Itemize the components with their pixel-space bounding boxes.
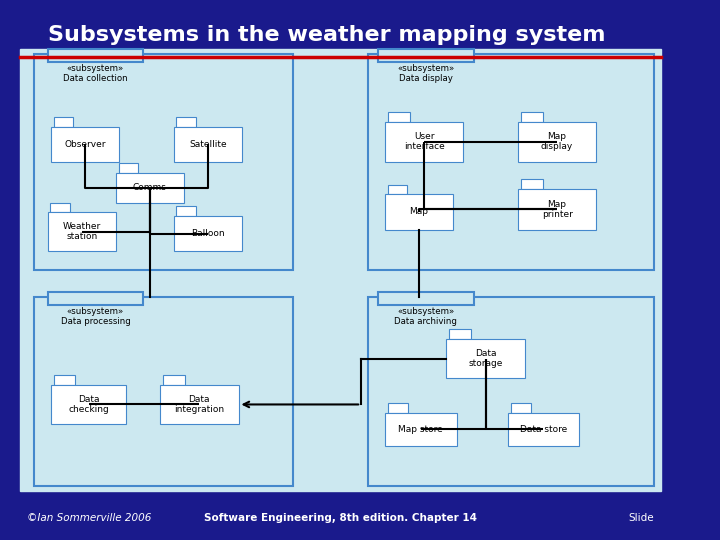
Bar [388,185,407,194]
Bar [34,54,293,270]
Text: User
interface: User interface [404,132,444,151]
Text: Comms: Comms [133,183,167,192]
Text: «subsystem»
Data processing: «subsystem» Data processing [60,307,130,326]
Text: Map store: Map store [398,425,444,434]
Bar [119,163,138,173]
Bar [48,292,143,305]
Text: Data
checking: Data checking [68,395,109,414]
Bar [34,297,293,486]
Text: Map: Map [410,207,428,217]
Bar [378,292,474,305]
Bar [385,122,464,162]
Bar [518,189,596,230]
Bar [20,49,661,491]
Text: «subsystem»
Data collection: «subsystem» Data collection [63,64,127,83]
Bar [48,49,143,62]
Bar [116,173,184,202]
Bar [51,385,126,424]
Text: «subsystem»
Data archiving: «subsystem» Data archiving [395,307,457,326]
Text: «subsystem»
Data display: «subsystem» Data display [397,64,454,83]
Bar [385,413,456,446]
Text: Subsystems in the weather mapping system: Subsystems in the weather mapping system [48,25,606,45]
Text: Software Engineering, 8th edition. Chapter 14: Software Engineering, 8th edition. Chapt… [204,514,477,523]
Bar [510,403,531,413]
Bar [174,127,242,162]
Text: Slide: Slide [629,514,654,523]
Bar [51,127,120,162]
Bar [446,339,525,378]
Bar [388,403,408,413]
Text: Balloon: Balloon [191,229,225,238]
Bar [176,206,196,216]
Bar [54,375,75,385]
Bar [521,179,543,189]
Text: Map
printer: Map printer [541,200,572,219]
Text: Data
storage: Data storage [468,349,503,368]
Bar [160,385,238,424]
Bar [449,329,472,339]
Bar [368,297,654,486]
Bar [48,212,116,251]
Bar [518,122,596,162]
Text: Satellite: Satellite [189,140,227,149]
Text: Data store: Data store [520,425,567,434]
Bar [388,112,410,122]
Text: Observer: Observer [64,140,106,149]
Bar [508,413,579,446]
Bar [368,54,654,270]
Bar [521,112,543,122]
Text: ©Ian Sommerville 2006: ©Ian Sommerville 2006 [27,514,152,523]
Bar [174,216,242,251]
Text: Data
integration: Data integration [174,395,225,414]
Text: Weather
station: Weather station [63,222,101,241]
Text: Map
display: Map display [541,132,573,151]
Bar [50,202,70,212]
Bar [163,375,185,385]
Bar [176,117,196,127]
Bar [378,49,474,62]
Bar [54,117,73,127]
Bar [385,194,453,230]
